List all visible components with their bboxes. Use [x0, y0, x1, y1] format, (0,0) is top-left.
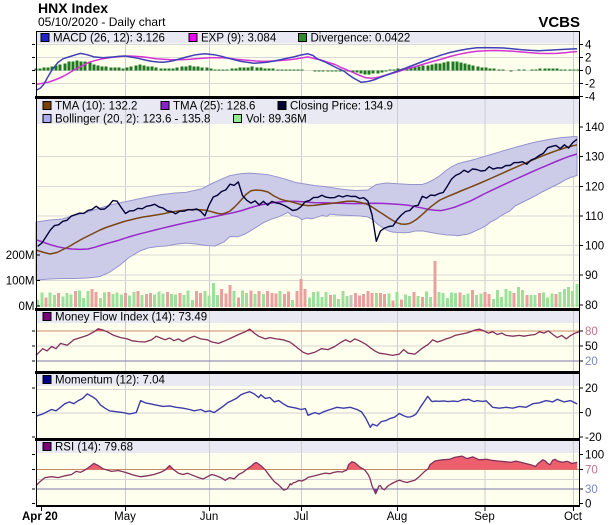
- svg-text:90: 90: [585, 270, 598, 282]
- svg-text:TMA (25): 128.6: TMA (25): 128.6: [173, 101, 255, 113]
- svg-text:May: May: [114, 511, 136, 523]
- svg-text:-4: -4: [585, 92, 596, 104]
- svg-text:Jun: Jun: [200, 511, 219, 523]
- svg-text:MACD (26, 12): 3.126: MACD (26, 12): 3.126: [53, 33, 165, 45]
- svg-text:80: 80: [585, 326, 598, 338]
- svg-text:Money Flow Index (14): 73.49: Money Flow Index (14): 73.49: [55, 312, 207, 324]
- svg-text:Aug: Aug: [387, 511, 407, 523]
- svg-text:100M: 100M: [6, 276, 35, 288]
- svg-text:HNX Index: HNX Index: [38, 0, 108, 16]
- svg-text:4: 4: [585, 40, 592, 52]
- svg-text:VCBS: VCBS: [538, 14, 580, 31]
- svg-text:100: 100: [585, 241, 604, 253]
- svg-text:130: 130: [585, 152, 604, 164]
- svg-text:100: 100: [585, 450, 604, 462]
- svg-text:20: 20: [585, 383, 598, 395]
- svg-text:70: 70: [585, 465, 598, 477]
- svg-text:20: 20: [585, 356, 598, 368]
- svg-text:Bollinger (20, 2): 123.6 - 13: Bollinger (20, 2): 123.6 - 135.8: [55, 114, 210, 126]
- svg-text:-2: -2: [585, 79, 595, 91]
- svg-text:0: 0: [585, 66, 591, 78]
- svg-text:Divergence: 0.0422: Divergence: 0.0422: [311, 33, 411, 45]
- svg-text:200M: 200M: [6, 250, 35, 262]
- svg-text:Apr 20: Apr 20: [22, 511, 58, 523]
- svg-text:2: 2: [585, 53, 591, 65]
- svg-text:TMA (10): 132.2: TMA (10): 132.2: [55, 101, 137, 113]
- svg-text:120: 120: [585, 181, 604, 193]
- svg-text:Jul: Jul: [294, 511, 309, 523]
- svg-text:Sep: Sep: [474, 511, 494, 523]
- svg-text:0: 0: [585, 499, 591, 511]
- svg-text:Closing Price: 134.9: Closing Price: 134.9: [290, 101, 393, 113]
- svg-text:110: 110: [585, 211, 603, 223]
- svg-text:140: 140: [585, 122, 604, 134]
- svg-text:80: 80: [585, 300, 598, 312]
- svg-text:EXP (9): 3.084: EXP (9): 3.084: [201, 33, 277, 45]
- svg-text:0M: 0M: [19, 301, 35, 313]
- svg-text:-20: -20: [585, 432, 602, 444]
- svg-text:05/10/2020 - Daily chart: 05/10/2020 - Daily chart: [38, 15, 166, 29]
- svg-text:Momentum (12): 7.04: Momentum (12): 7.04: [55, 375, 166, 387]
- svg-text:Vol: 89.36M: Vol: 89.36M: [246, 114, 307, 126]
- svg-text:RSI (14): 79.68: RSI (14): 79.68: [55, 442, 133, 454]
- svg-text:Oct: Oct: [564, 511, 583, 523]
- svg-text:0: 0: [585, 408, 591, 420]
- svg-text:50: 50: [585, 341, 598, 353]
- svg-text:30: 30: [585, 484, 598, 496]
